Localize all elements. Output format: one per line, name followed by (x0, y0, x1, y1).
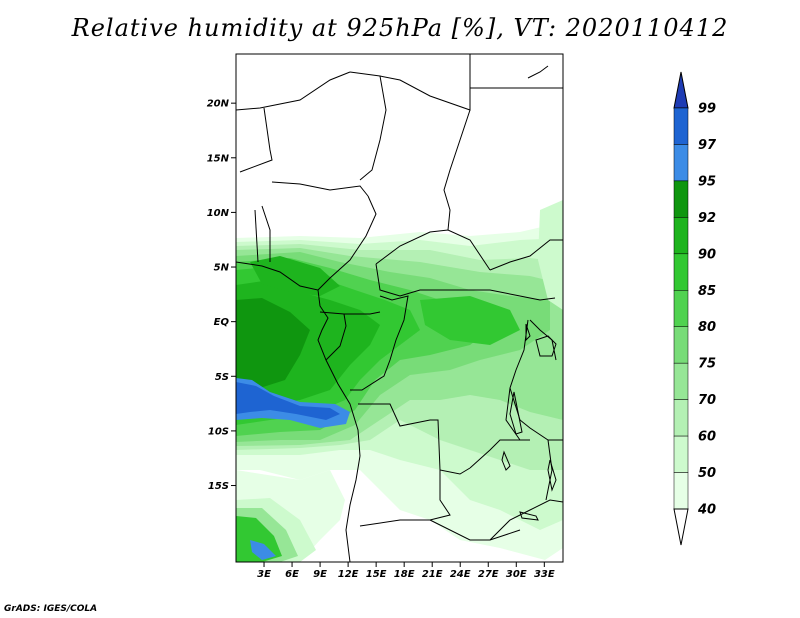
border-rift-east (505, 319, 529, 441)
lake-tanganyika (509, 391, 523, 435)
border-chad-car (375, 229, 491, 271)
colorbar-level-label: 85 (698, 284, 716, 299)
x-tick-label: 24E (450, 569, 471, 580)
colorbar: 99 97 95 92 90 85 80 75 70 60 50 40 (673, 71, 717, 546)
x-tick-label: 33E (534, 569, 555, 580)
colorbar-top-arrow (673, 71, 689, 109)
humidity-field (236, 200, 563, 562)
colorbar-swatch (673, 107, 689, 145)
coastline-gulf-of-guinea (236, 261, 361, 457)
y-tick-label: 15S (208, 481, 229, 492)
border-algeria-niger (236, 71, 351, 111)
colorbar-swatch (673, 253, 689, 291)
colorbar-swatch (673, 435, 689, 473)
colorbar-bottom-arrow (673, 508, 689, 546)
x-tick-label: 27E (478, 569, 499, 580)
rh-contour-south-97 (250, 540, 276, 560)
colorbar-swatch (673, 326, 689, 364)
colorbar-swatch (673, 399, 689, 437)
x-tick-label: 12E (338, 569, 359, 580)
border-benin (261, 205, 271, 262)
border-angola-zambia (359, 470, 451, 527)
border-south-sudan-drc (519, 295, 556, 301)
lake-malawi (547, 459, 557, 492)
rh-contour-92 (236, 298, 310, 392)
colorbar-swatch (673, 290, 689, 327)
y-tick-label: 10S (208, 426, 229, 437)
border-congo-drc (350, 295, 409, 391)
border-gabon-congo (325, 313, 347, 361)
border-mali-niger (239, 107, 273, 173)
border-cameroon-gabon (319, 311, 381, 315)
colorbar-level-label: 80 (698, 320, 716, 335)
colorbar-level-label: 75 (698, 357, 716, 372)
country-borders (236, 54, 563, 562)
y-tick-label: 10N (207, 208, 230, 219)
x-tick-label: 21E (422, 569, 443, 580)
x-axis-ticks: 3E 6E 9E 12E 15E 18E 21E 24E 27E 30E 33E (257, 562, 555, 580)
border-niger-nigeria (271, 181, 369, 197)
lake-victoria (535, 335, 557, 357)
lake-kariba (519, 511, 539, 521)
x-tick-label: 9E (313, 569, 327, 580)
y-tick-label: 5N (214, 263, 230, 274)
y-tick-label: 5S (215, 372, 229, 383)
border-malawi (545, 439, 553, 501)
colorbar-swatch (673, 472, 689, 510)
border-togo (254, 209, 259, 263)
colorbar-swatch (673, 144, 689, 182)
border-drc-angola (358, 403, 471, 475)
y-tick-label: EQ (214, 317, 230, 328)
rh-contour-east-50 (538, 200, 563, 310)
x-tick-label: 18E (394, 569, 415, 580)
rh-contour-99 (236, 382, 340, 420)
border-niger-chad (359, 75, 387, 181)
border-car-drc (375, 263, 521, 297)
map-title: Relative humidity at 925hPa [%], VT: 202… (71, 14, 729, 42)
rh-patch-90-north (250, 256, 340, 296)
colorbar-swatch (673, 217, 689, 255)
colorbar-level-label: 97 (698, 138, 717, 153)
colorbar-level-label: 50 (698, 466, 716, 481)
map-frame (235, 53, 564, 563)
y-axis-ticks: 20N 15N 10N 5N EQ 5S 10S 15S (207, 99, 236, 492)
lake-albert (525, 323, 531, 342)
border-sudan-south-sudan (489, 239, 563, 271)
colorbar-level-label: 92 (698, 211, 716, 226)
x-tick-label: 15E (366, 569, 387, 580)
border-drc-zambia (469, 439, 530, 469)
border-namibia-botswana (429, 519, 521, 541)
y-tick-label: 20N (207, 99, 230, 110)
coastline-red-sea (527, 65, 549, 79)
colorbar-level-label: 70 (698, 393, 716, 408)
colorbar-level-label: 40 (697, 503, 716, 518)
colorbar-level-label: 99 (698, 102, 716, 117)
border-libya (349, 54, 471, 111)
colorbar-level-label: 60 (698, 430, 716, 445)
colorbar-level-label: 90 (698, 247, 716, 262)
rh-patch-85-interior (420, 296, 520, 345)
lake-mweru (501, 450, 511, 471)
x-tick-label: 6E (285, 569, 299, 580)
y-tick-label: 15N (207, 153, 230, 164)
border-nigeria-cameroon (317, 195, 377, 291)
border-tanzania (509, 387, 563, 441)
colorbar-level-label: 95 (698, 174, 716, 189)
border-zimbabwe (489, 499, 563, 541)
colorbar-swatch (673, 180, 689, 218)
border-chad-sudan (443, 109, 471, 231)
colorbar-swatch (673, 362, 689, 400)
coastline-angola-namibia (345, 455, 361, 562)
x-tick-label: 30E (506, 569, 527, 580)
credit-text: GrADS: IGES/COLA (4, 604, 98, 614)
border-libya-egypt (469, 87, 563, 110)
x-tick-label: 3E (257, 569, 271, 580)
